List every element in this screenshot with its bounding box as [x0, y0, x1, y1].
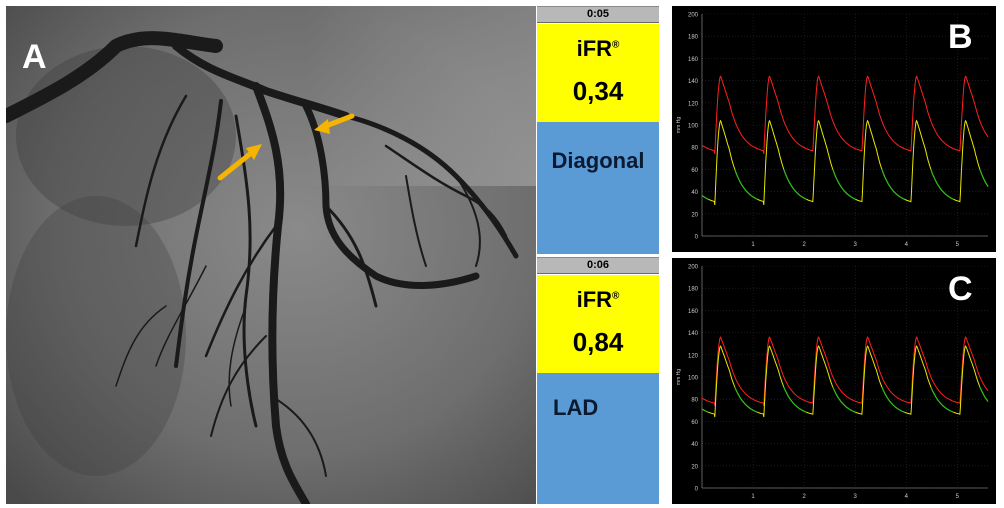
bottom-ifr-box: iFR® 0,84: [537, 275, 659, 373]
wave-free-segment: [832, 168, 856, 200]
x-tick-label: 1: [751, 494, 755, 500]
y-tick-label: 120: [688, 101, 699, 107]
x-tick-label: 4: [905, 494, 909, 500]
bottom-vessel-box: LAD: [537, 373, 659, 504]
top-ifr-value: 0,34: [572, 76, 624, 106]
top-vessel-box: Diagonal: [537, 122, 659, 254]
y-tick-label: 100: [688, 124, 699, 130]
coronary-vessels: [6, 31, 519, 504]
y-tick-label: 0: [695, 235, 699, 241]
top-ifr-box: iFR® 0,34: [537, 24, 659, 122]
panel-label-c: C: [948, 270, 973, 308]
x-tick-label: 2: [802, 242, 806, 248]
x-tick-label: 5: [956, 242, 960, 248]
y-tick-label: 160: [688, 57, 699, 63]
wave-free-segment: [832, 386, 856, 413]
wave-free-segment: [881, 386, 905, 413]
wave-free-segment: [701, 195, 709, 200]
y-tick-label: 80: [691, 398, 698, 404]
y-tick-label: 60: [691, 420, 698, 426]
bottom-ifr-label: iFR®: [576, 287, 620, 312]
top-ifr-label: iFR®: [576, 36, 620, 61]
x-tick-label: 3: [854, 494, 858, 500]
y-tick-label: 80: [691, 146, 698, 152]
y-tick-label: 180: [688, 35, 699, 41]
x-tick-label: 1: [751, 242, 755, 248]
wave-free-segment: [734, 386, 758, 413]
panel-label-a: A: [22, 38, 47, 76]
x-tick-label: 2: [802, 494, 806, 500]
top-time-bar: 0:05: [537, 6, 659, 23]
pressure-trace-top: 0 20 40 60 80 100 120 140 160 180 200 1 2 3 4 5 mm Hg: [672, 6, 996, 252]
y-axis-unit: mm Hg: [676, 369, 682, 385]
top-vessel-label: Diagonal: [551, 148, 645, 173]
bottom-vessel-label: LAD: [553, 395, 599, 420]
y-tick-label: 180: [688, 287, 699, 293]
wave-free-segment: [734, 168, 758, 200]
panel-label-b: B: [948, 18, 973, 56]
y-tick-label: 140: [688, 79, 699, 85]
y-tick-label: 20: [691, 212, 698, 218]
angiogram-image: [6, 6, 536, 504]
y-tick-label: 40: [691, 442, 698, 448]
pressure-trace-bottom: 0 20 40 60 80 100 120 140 160 180 200 1 2 3 4 5 mm Hg: [672, 258, 996, 504]
y-tick-label: 40: [691, 190, 698, 196]
stenosis-arrow-diagonal: [217, 144, 262, 181]
y-tick-label: 200: [688, 13, 699, 19]
wave-free-segment: [979, 168, 989, 187]
aortic-pressure-series: [701, 75, 989, 154]
y-tick-label: 20: [691, 464, 698, 470]
wave-free-segment: [701, 408, 709, 413]
y-tick-label: 200: [688, 265, 699, 271]
wave-free-segment: [930, 168, 955, 200]
wave-free-segment: [881, 168, 905, 200]
x-tick-label: 3: [854, 242, 858, 248]
y-tick-label: 120: [688, 353, 699, 359]
x-tick-label: 5: [956, 494, 960, 500]
wave-free-segment: [783, 386, 807, 413]
wave-free-segment: [930, 386, 955, 413]
y-tick-label: 140: [688, 331, 699, 337]
bottom-time-bar: 0:06: [537, 257, 659, 274]
y-tick-label: 100: [688, 376, 699, 382]
wave-free-segment: [783, 168, 807, 200]
y-axis-unit: mm Hg: [676, 117, 682, 133]
y-tick-label: 0: [695, 487, 699, 493]
wave-free-segment: [979, 386, 989, 402]
y-tick-label: 160: [688, 309, 699, 315]
y-tick-label: 60: [691, 168, 698, 174]
aortic-pressure-series: [701, 336, 989, 406]
stenosis-arrow-lad: [314, 113, 355, 134]
bottom-ifr-value: 0,84: [572, 327, 624, 357]
x-tick-label: 4: [905, 242, 909, 248]
